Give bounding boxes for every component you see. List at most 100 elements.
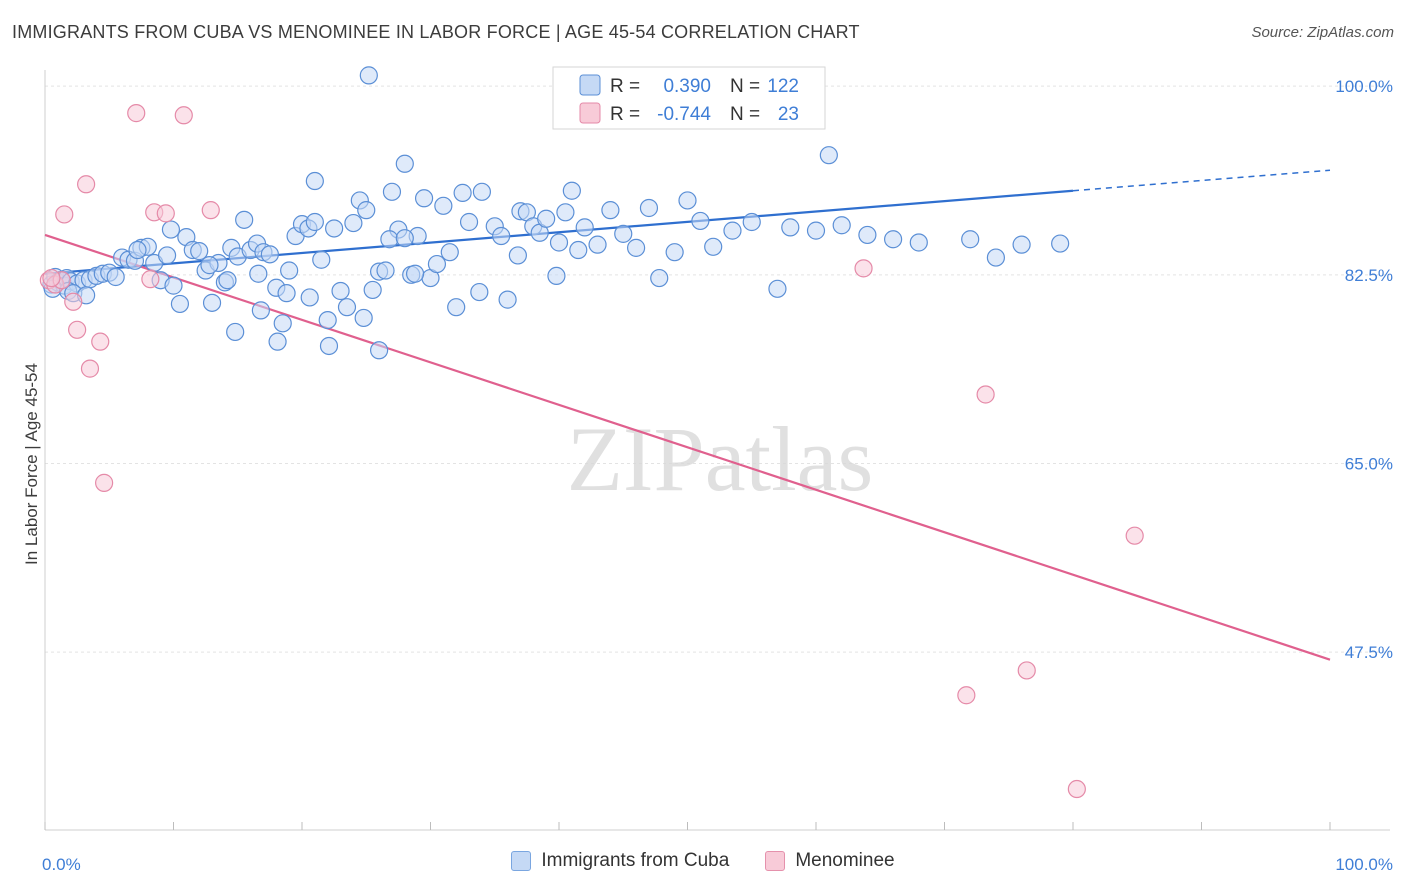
data-point-cuba <box>723 221 742 240</box>
data-point-menominee <box>68 320 87 339</box>
data-point-cuba <box>588 235 607 254</box>
data-point-menominee <box>957 686 976 705</box>
data-point-menominee <box>976 385 995 404</box>
legend-item-menominee[interactable]: Menominee <box>765 850 895 872</box>
series-legend: Immigrants from Cuba Menominee <box>0 850 1406 872</box>
y-tick-label: 100.0% <box>1335 77 1393 96</box>
data-point-cuba <box>614 224 633 243</box>
data-point-cuba <box>251 301 270 320</box>
legend-r-label: R = <box>610 76 640 97</box>
data-point-menominee <box>1017 661 1036 680</box>
data-point-menominee <box>42 268 61 288</box>
data-point-cuba <box>312 250 331 269</box>
data-point-cuba <box>128 240 147 260</box>
data-point-cuba <box>909 233 928 252</box>
data-point-cuba <box>200 256 219 275</box>
data-point-menominee <box>95 473 114 492</box>
data-point-cuba <box>161 220 181 239</box>
data-point-cuba <box>781 218 800 237</box>
x-tick-label-max: 100.0% <box>1335 855 1393 874</box>
data-point-cuba <box>380 230 399 249</box>
trend-line-menominee <box>44 233 1331 661</box>
legend-box-swatch <box>579 74 601 96</box>
data-point-cuba <box>218 271 237 290</box>
data-point-cuba <box>626 238 646 257</box>
data-point-cuba <box>164 276 183 295</box>
data-point-cuba <box>498 290 517 309</box>
legend-r-label: R = <box>610 104 640 125</box>
data-point-cuba <box>376 261 395 280</box>
data-point-cuba <box>363 280 382 300</box>
legend-label-menominee: Menominee <box>795 850 895 871</box>
data-point-cuba <box>819 146 838 165</box>
grid-lines <box>45 85 1390 653</box>
data-point-menominee <box>64 292 83 311</box>
source-label: Source: ZipAtlas.com <box>1251 24 1394 41</box>
axes <box>44 70 1390 831</box>
data-point-cuba <box>704 237 723 256</box>
data-point-cuba <box>427 254 447 274</box>
data-point-cuba <box>883 230 903 249</box>
data-point-cuba <box>447 298 466 317</box>
data-point-cuba <box>318 310 337 330</box>
data-point-menominee <box>201 201 220 220</box>
data-point-cuba <box>395 154 414 173</box>
data-point-cuba <box>453 183 472 202</box>
data-point-cuba <box>202 293 222 312</box>
trend-line-cuba <box>44 189 1074 275</box>
data-point-cuba <box>768 279 787 298</box>
x-tick-label-min: 0.0% <box>42 855 81 874</box>
data-point-cuba <box>106 267 125 287</box>
data-point-cuba <box>470 282 489 302</box>
data-point-cuba <box>639 198 659 218</box>
data-point-menominee <box>77 175 96 194</box>
data-point-cuba <box>325 219 344 238</box>
legend-swatch-pink <box>765 851 786 871</box>
data-point-menominee <box>174 106 193 125</box>
data-point-cuba <box>1012 235 1031 254</box>
data-point-cuba <box>961 230 980 249</box>
trend-line-extension-cuba <box>1072 169 1331 192</box>
data-point-cuba <box>986 248 1006 267</box>
data-point-cuba <box>305 171 324 191</box>
data-point-menominee <box>156 204 175 223</box>
legend-r-value: 0.390 <box>663 76 711 97</box>
data-point-cuba <box>305 212 324 232</box>
data-point-cuba <box>678 191 697 210</box>
legend-r-value: -0.744 <box>657 104 711 125</box>
data-point-cuba <box>354 308 373 328</box>
data-point-cuba <box>359 66 378 85</box>
data-point-menominee <box>1125 526 1144 545</box>
data-point-cuba <box>382 182 402 201</box>
legend-n-value: 122 <box>767 76 799 97</box>
data-point-cuba <box>260 245 279 264</box>
data-point-cuba <box>319 336 339 356</box>
y-tick-label: 47.5% <box>1345 643 1393 662</box>
data-point-cuba <box>235 210 254 229</box>
data-point-cuba <box>273 314 292 333</box>
data-point-cuba <box>170 294 190 314</box>
data-point-cuba <box>249 264 268 283</box>
data-point-cuba <box>650 268 669 288</box>
legend-box-swatch <box>579 102 601 124</box>
data-point-cuba <box>268 332 287 351</box>
data-point-cuba <box>414 189 434 208</box>
data-point-cuba <box>549 233 569 252</box>
chart-title: IMMIGRANTS FROM CUBA VS MENOMINEE IN LAB… <box>12 22 860 42</box>
data-point-cuba <box>331 281 350 301</box>
legend-item-cuba[interactable]: Immigrants from Cuba <box>511 850 729 872</box>
correlation-legend: R = 0.390 N = 122 R = -0.744 N = 23 <box>552 66 826 130</box>
data-point-cuba <box>508 246 527 265</box>
data-point-cuba <box>556 203 575 222</box>
data-point-cuba <box>832 216 851 235</box>
data-point-cuba <box>344 213 363 233</box>
data-point-cuba <box>434 196 453 215</box>
data-point-cuba <box>395 229 414 248</box>
data-point-cuba <box>569 240 588 260</box>
data-point-menominee <box>854 259 873 278</box>
data-point-cuba <box>742 212 761 232</box>
data-point-menominee <box>1067 779 1086 799</box>
y-tick-label: 82.5% <box>1345 266 1393 285</box>
legend-n-value: 23 <box>778 104 799 125</box>
